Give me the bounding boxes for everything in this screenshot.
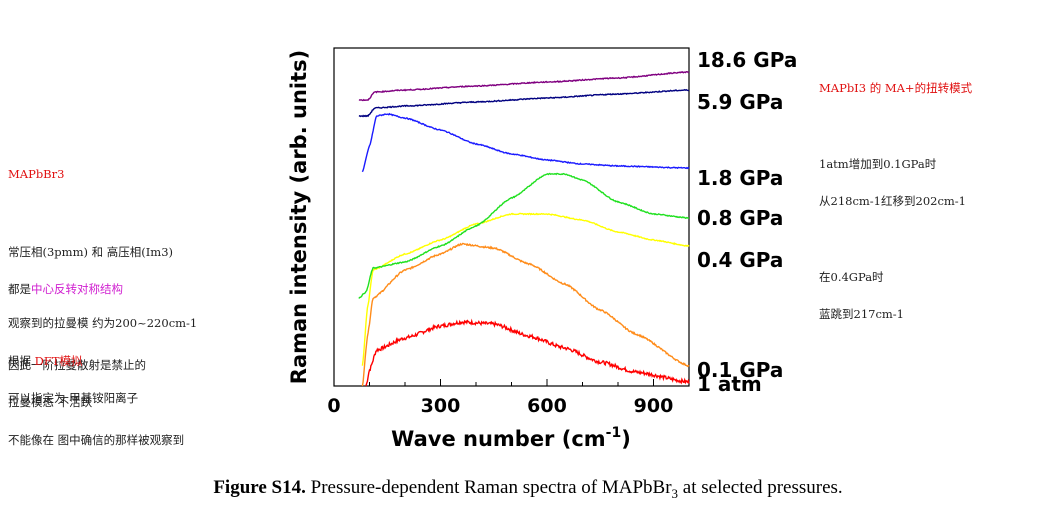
right-note-heading: MAPbI3 的 MA+的扭转模式 — [819, 81, 973, 95]
trace-0-8-gpa — [358, 172, 690, 299]
x-tick-label: 300 — [421, 395, 461, 417]
x-tick-label: 0 — [327, 395, 340, 417]
left-note-line: 可以指定为 甲基铵阳离子 — [8, 391, 139, 405]
right-note-line: 在0.4GPa时 — [819, 269, 884, 284]
left-note-heading: MAPbBr3 — [8, 167, 65, 181]
plot-frame — [333, 47, 690, 387]
caption-subscript: 3 — [671, 485, 679, 501]
right-note-line: 蓝跳到217cm-1 — [819, 307, 904, 321]
left-note-text: 根据 — [8, 353, 35, 368]
left-note-line: 常压相(3pmm) 和 高压相(Im3) — [8, 244, 174, 259]
left-notes-lower: 观察到的拉曼模 约为200~220cm-1 根据 DFT模拟 可以指定为 甲基铵… — [8, 292, 197, 417]
pressure-label: 1 atm — [697, 372, 762, 396]
caption-text: Pressure-dependent Raman spectra of MAPb… — [305, 477, 672, 498]
trace-group — [358, 70, 690, 387]
x-axis-label: Wave number (cm-1) — [391, 425, 631, 451]
left-note-line: 不能像在 图中确信的那样被观察到 — [8, 432, 185, 447]
left-note-line: 根据 DFT模拟 — [8, 353, 197, 368]
trace-5-9-gpa — [358, 88, 689, 118]
left-note-highlight: 中心反转对称结构 — [31, 282, 123, 296]
left-note-line: 拉曼模态 不活跃 — [8, 395, 93, 409]
left-note-highlight: DFT模拟 — [34, 353, 83, 368]
caption-label: Figure S14. — [213, 477, 306, 498]
figure-caption: Figure S14. Pressure-dependent Raman spe… — [0, 477, 1056, 502]
x-tick-group: 0 300 600 900 — [327, 379, 673, 417]
y-axis-label: Raman intensity (arb. units) — [287, 50, 311, 384]
x-axis-label-end: ) — [621, 427, 631, 451]
right-note-line: 1atm增加到0.1GPa时 — [819, 156, 937, 171]
x-tick-label: 900 — [634, 395, 674, 417]
left-note-text: 都是 — [8, 282, 31, 296]
x-axis-label-main: Wave number (cm — [391, 427, 605, 451]
pressure-label: 0.4 GPa — [697, 248, 783, 272]
trace-1-8-gpa — [361, 112, 690, 173]
x-axis-label-sup: -1 — [606, 425, 622, 441]
left-note-line: 因此一阶拉曼散射是禁止的 — [8, 357, 146, 372]
pressure-label: 5.9 GPa — [697, 90, 783, 114]
left-note-line: 都是中心反转对称结构 — [8, 283, 184, 296]
right-note-line: 从218cm-1红移到202cm-1 — [819, 194, 966, 208]
pressure-label: 1.8 GPa — [697, 166, 783, 190]
x-tick-label: 600 — [527, 395, 567, 417]
trace-0-1-gpa — [361, 242, 690, 387]
trace-1-atm — [365, 318, 690, 387]
left-note-line: 观察到的拉曼模 约为200~220cm-1 — [8, 316, 198, 330]
trace-18-6-gpa — [358, 70, 690, 102]
pressure-label: 0.1 GPa — [697, 358, 783, 382]
left-notes: MAPbBr3 常压相(3pmm) 和 高压相(Im3) 都是中心反转对称结构 … — [8, 143, 184, 459]
pressure-label: 18.6 GPa — [697, 48, 797, 72]
pressure-label: 0.8 GPa — [697, 206, 783, 230]
trace-0-4-gpa — [361, 212, 690, 366]
caption-text-end: at selected pressures. — [678, 477, 843, 498]
right-notes: MAPbI3 的 MA+的扭转模式 1atm增加到0.1GPa时 从218cm-… — [819, 57, 972, 333]
